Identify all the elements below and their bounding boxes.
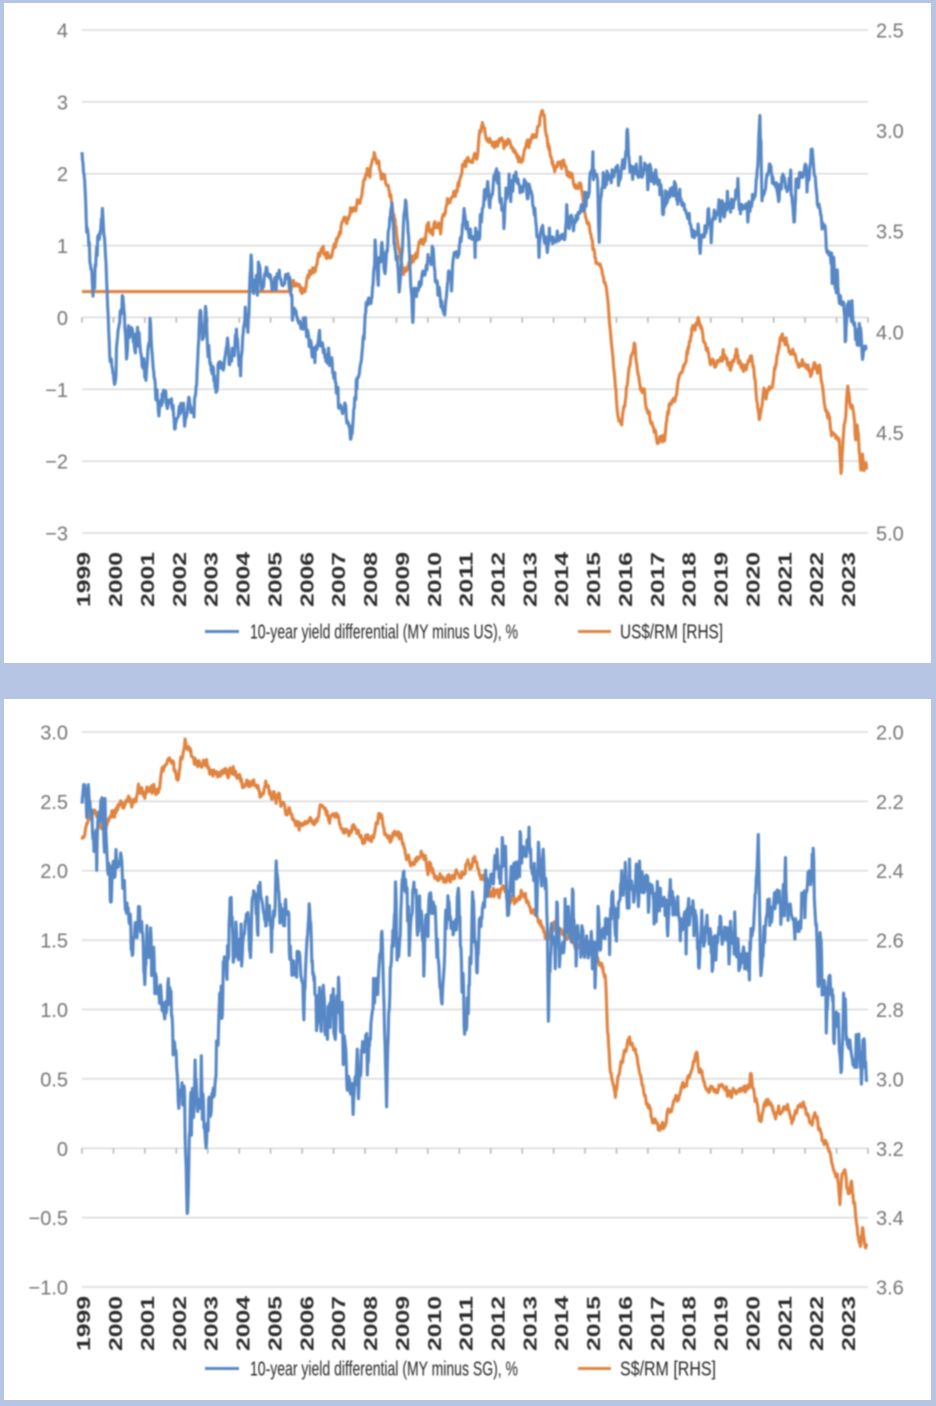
svg-text:−3: −3 [45,524,68,546]
svg-text:2002: 2002 [169,1296,190,1351]
svg-text:1.0: 1.0 [40,1000,68,1022]
svg-text:1999: 1999 [74,1296,95,1351]
svg-text:US$/RM [RHS]: US$/RM [RHS] [620,622,723,644]
svg-text:2.0: 2.0 [876,723,904,745]
svg-text:2008: 2008 [360,1296,381,1351]
svg-text:3.2: 3.2 [876,1139,904,1161]
svg-text:2014: 2014 [552,1296,573,1351]
svg-text:2018: 2018 [679,552,700,607]
svg-text:1.5: 1.5 [40,931,68,953]
svg-text:2016: 2016 [615,552,636,607]
svg-text:2006: 2006 [297,552,318,607]
svg-text:3.0: 3.0 [40,723,68,745]
svg-text:2021: 2021 [775,552,796,607]
svg-text:2009: 2009 [392,552,413,607]
svg-text:2004: 2004 [233,1296,254,1351]
svg-text:2012: 2012 [488,1296,509,1351]
svg-text:10-year yield differential (MY: 10-year yield differential (MY minus US)… [250,622,518,644]
svg-text:4: 4 [57,21,68,43]
svg-text:2020: 2020 [743,552,764,607]
svg-text:2003: 2003 [201,552,222,607]
svg-text:3.5: 3.5 [876,222,904,244]
svg-text:2023: 2023 [839,552,860,607]
svg-text:1999: 1999 [74,552,95,607]
svg-text:2000: 2000 [106,552,127,607]
svg-text:2019: 2019 [711,1296,732,1351]
svg-text:2.4: 2.4 [876,861,904,883]
svg-text:2009: 2009 [392,1296,413,1351]
svg-text:2022: 2022 [807,1296,828,1351]
svg-text:2005: 2005 [265,552,286,607]
svg-text:−0.5: −0.5 [29,1208,68,1230]
svg-text:2004: 2004 [233,552,254,607]
svg-text:2.6: 2.6 [876,931,904,953]
svg-text:0.5: 0.5 [40,1069,68,1091]
svg-text:2013: 2013 [520,552,541,607]
svg-text:2011: 2011 [456,1296,477,1351]
svg-text:−1: −1 [45,380,68,402]
svg-text:0: 0 [57,1139,68,1161]
svg-text:2015: 2015 [584,1296,605,1351]
svg-text:2003: 2003 [201,1296,222,1351]
svg-text:2000: 2000 [106,1296,127,1351]
svg-text:2.2: 2.2 [876,792,904,814]
svg-text:2.0: 2.0 [40,861,68,883]
svg-text:2012: 2012 [488,552,509,607]
svg-text:S$/RM [RHS]: S$/RM [RHS] [620,1359,716,1381]
svg-text:2.5: 2.5 [876,21,904,43]
svg-text:2015: 2015 [584,552,605,607]
svg-text:3.0: 3.0 [876,1069,904,1091]
svg-text:2017: 2017 [647,552,668,607]
svg-text:2018: 2018 [679,1296,700,1351]
svg-text:2020: 2020 [743,1296,764,1351]
svg-text:1: 1 [57,236,68,258]
svg-text:2002: 2002 [169,552,190,607]
svg-text:2.8: 2.8 [876,1000,904,1022]
svg-text:2021: 2021 [775,1296,796,1351]
svg-text:0: 0 [57,308,68,330]
svg-text:−1.0: −1.0 [29,1278,68,1300]
svg-text:2011: 2011 [456,552,477,607]
svg-text:−2: −2 [45,452,68,474]
svg-text:2019: 2019 [711,552,732,607]
svg-text:5.0: 5.0 [876,524,904,546]
svg-text:2007: 2007 [329,1296,350,1351]
svg-text:10-year yield differential (MY: 10-year yield differential (MY minus SG)… [250,1359,518,1381]
svg-text:2010: 2010 [424,1296,445,1351]
svg-text:2: 2 [57,164,68,186]
svg-text:2016: 2016 [615,1296,636,1351]
svg-text:2001: 2001 [137,552,158,607]
svg-text:4.5: 4.5 [876,423,904,445]
svg-text:2001: 2001 [137,1296,158,1351]
svg-text:2023: 2023 [839,1296,860,1351]
svg-text:2005: 2005 [265,1296,286,1351]
svg-text:3: 3 [57,92,68,114]
svg-text:3.4: 3.4 [876,1208,904,1230]
svg-text:4.0: 4.0 [876,322,904,344]
svg-text:2013: 2013 [520,1296,541,1351]
svg-text:2.5: 2.5 [40,792,68,814]
svg-text:3.0: 3.0 [876,121,904,143]
svg-text:2017: 2017 [647,1296,668,1351]
svg-text:2006: 2006 [297,1296,318,1351]
svg-text:2010: 2010 [424,552,445,607]
svg-text:2007: 2007 [329,552,350,607]
svg-text:2014: 2014 [552,552,573,607]
svg-text:3.6: 3.6 [876,1278,904,1300]
svg-text:2008: 2008 [360,552,381,607]
svg-text:2022: 2022 [807,552,828,607]
